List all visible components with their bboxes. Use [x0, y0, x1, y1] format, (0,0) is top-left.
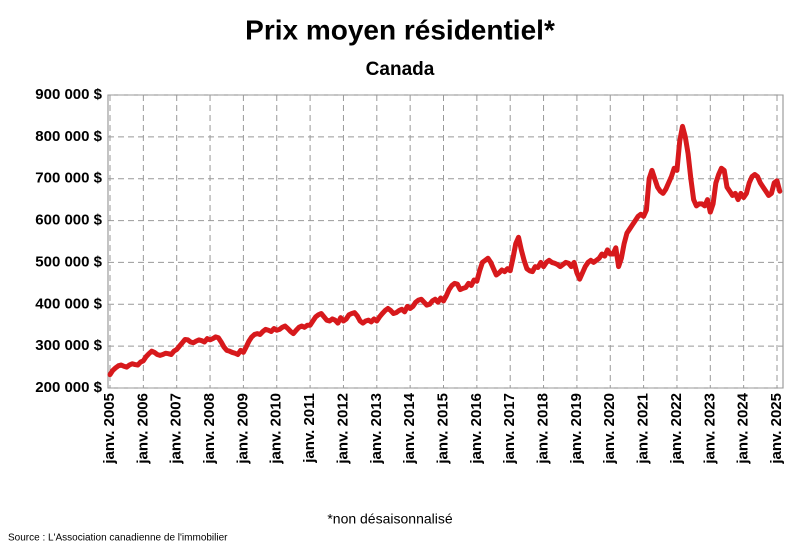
chart-subtitle: Canada	[366, 59, 435, 80]
y-tick-label: 500 000 $	[35, 253, 102, 270]
source: Source : L'Association canadienne de l'i…	[8, 533, 228, 544]
note: *non désaisonnalisé	[327, 511, 453, 527]
plot-area	[107, 94, 784, 389]
x-tick-label: janv. 2013	[368, 393, 385, 465]
x-tick-label: janv. 2012	[334, 393, 351, 465]
y-tick-label: 800 000 $	[35, 128, 102, 145]
x-tick-label: janv. 2014	[401, 392, 418, 464]
x-tick-label: janv. 2005	[101, 393, 118, 465]
y-tick-label: 300 000 $	[35, 337, 102, 354]
x-tick-label: janv. 2007	[168, 393, 185, 465]
x-tick-label: janv. 2022	[668, 393, 685, 465]
y-tick-label: 200 000 $	[35, 379, 102, 396]
x-tick-label: janv. 2023	[701, 393, 718, 465]
y-tick-label: 600 000 $	[35, 212, 102, 229]
x-tick-label: janv. 2006	[134, 393, 151, 465]
x-tick-label: janv. 2011	[301, 393, 318, 464]
y-tick-label: 400 000 $	[35, 295, 102, 312]
x-tick-label: janv. 2009	[234, 393, 251, 465]
x-tick-label: janv. 2019	[568, 393, 585, 465]
x-tick-label: janv. 2017	[501, 393, 518, 465]
price-line	[107, 123, 783, 378]
y-tick-label: 900 000 $	[35, 86, 102, 103]
x-tick-label: janv. 2018	[535, 393, 552, 465]
x-tick-label: janv. 2015	[434, 393, 451, 465]
y-tick-label: 700 000 $	[35, 170, 102, 187]
x-tick-label: janv. 2010	[268, 393, 285, 465]
x-tick-label: janv. 2025	[768, 393, 785, 465]
x-tick-label: janv. 2016	[468, 393, 485, 465]
x-tick-label: janv. 2024	[735, 392, 752, 464]
x-tick-label: janv. 2021	[635, 393, 652, 465]
x-tick-label: janv. 2020	[601, 393, 618, 465]
chart-title: Prix moyen résidentiel*	[245, 14, 555, 45]
x-tick-label: janv. 2008	[201, 393, 218, 465]
